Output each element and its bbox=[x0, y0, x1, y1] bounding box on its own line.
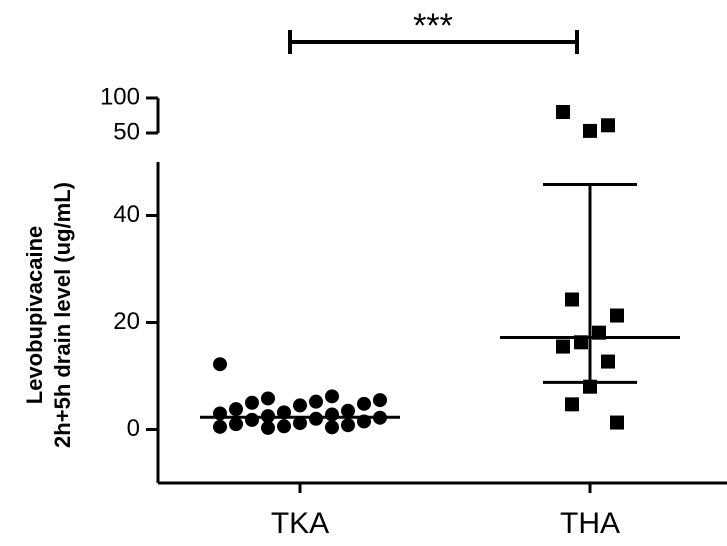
data-point bbox=[245, 395, 259, 410]
data-point bbox=[373, 393, 387, 408]
data-point bbox=[341, 403, 355, 418]
data-point bbox=[357, 396, 371, 411]
data-point bbox=[245, 412, 259, 427]
data-point bbox=[325, 420, 339, 435]
x-tick-label: TKA bbox=[271, 507, 329, 540]
data-point bbox=[293, 416, 307, 431]
data-point bbox=[556, 105, 570, 119]
data-point bbox=[610, 308, 624, 323]
data-point bbox=[610, 415, 624, 430]
significance-label: *** bbox=[413, 7, 453, 45]
data-point bbox=[601, 118, 615, 133]
y-tick-label: 0 bbox=[127, 415, 140, 442]
data-point bbox=[556, 339, 570, 354]
x-tick-label: THA bbox=[560, 507, 620, 540]
data-point bbox=[293, 398, 307, 413]
data-point bbox=[565, 397, 579, 412]
data-point bbox=[277, 419, 291, 434]
data-point bbox=[229, 402, 243, 417]
data-point bbox=[325, 407, 339, 422]
y-tick-label: 50 bbox=[113, 118, 140, 145]
data-point bbox=[341, 418, 355, 433]
data-point bbox=[261, 420, 275, 435]
data-point bbox=[309, 411, 323, 426]
data-point bbox=[325, 389, 339, 404]
data-point bbox=[213, 357, 227, 372]
data-point bbox=[213, 419, 227, 434]
y-tick-label: 100 bbox=[100, 83, 140, 110]
data-point bbox=[309, 394, 323, 409]
y-tick-label: 20 bbox=[113, 308, 140, 335]
data-point bbox=[601, 354, 615, 369]
y-axis-label: Levobupivacaine bbox=[22, 226, 47, 405]
y-axis-label: 2h+5h drain level (ug/mL) bbox=[50, 182, 75, 448]
data-point bbox=[565, 292, 579, 307]
data-point bbox=[583, 123, 597, 138]
data-point bbox=[261, 391, 275, 406]
significance-bar bbox=[288, 30, 579, 54]
y-tick-label: 40 bbox=[113, 201, 140, 228]
data-point bbox=[229, 417, 243, 432]
